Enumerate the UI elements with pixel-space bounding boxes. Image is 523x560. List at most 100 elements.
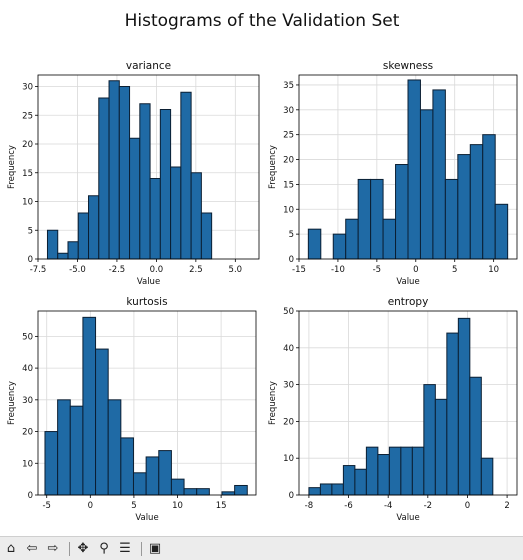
zoom-icon[interactable]: ⚲ [99,541,109,556]
histogram-bar [145,456,160,496]
histogram-bar [88,195,100,260]
histogram-bar [57,399,71,496]
x-tick-label: 5.0 [229,265,243,275]
axes-frame [298,74,518,260]
figure-title: Histograms of the Validation Set [125,11,400,31]
subplot-variance: -7.5 -5.0 -2.5 0.0 2.5 5.0 0 5 10 15 20 25 30 varianc… [7,60,260,287]
y-tick-label: 30 [22,83,33,93]
axes-frame [298,310,518,496]
histogram-bar [159,109,172,260]
x-tick-label: -6 [344,501,352,511]
histogram-bar [170,166,182,260]
x-tick-label: 15 [216,501,227,511]
y-tick-label: 0 [289,255,294,265]
x-tick-label: -5.0 [69,265,86,275]
x-tick-label: 0.0 [150,265,164,275]
histogram-bar [354,468,367,496]
histogram-bar [221,491,236,496]
y-tick-label: 20 [22,428,33,438]
histogram-bar [308,487,321,496]
configure-subplots-icon[interactable]: ☰ [119,541,131,556]
y-tick-label: 15 [283,180,294,190]
histogram-bar [423,384,436,496]
x-tick-label: -15 [292,265,306,275]
toolbar-separator [141,541,142,556]
y-tick-label: 20 [22,140,33,150]
y-axis-label: Frequency [268,145,278,189]
x-tick-label: -4 [384,501,392,511]
histogram-bar [132,472,147,496]
histogram-bar [395,164,409,260]
y-tick-label: 40 [22,364,33,374]
histogram-bar [365,446,379,496]
histogram-bar [129,137,141,260]
y-tick-label: 30 [22,396,33,406]
y-tick-label: 15 [22,169,33,179]
y-tick-label: 20 [283,417,294,427]
histogram-bar [180,91,192,260]
subplot-title: variance [126,60,171,72]
histogram-bar [120,437,134,496]
y-tick-label: 10 [283,454,294,464]
x-tick-label: 5 [131,501,136,511]
histogram-bar [494,203,509,260]
axes-frame [37,310,257,496]
histogram-bar [108,80,120,260]
subplot-skewness: -15 -10 -5 0 5 10 0 5 10 15 20 25 30 35 skewness Value F… [268,60,518,287]
histogram-bar [469,376,482,496]
histogram-bar [170,478,185,496]
y-tick-label: 10 [283,205,294,215]
histogram-bar [57,252,69,260]
x-axis-label: Value [396,513,419,523]
y-tick-label: 30 [283,381,294,391]
subplot-title: skewness [383,60,433,72]
histogram-bar [332,233,347,260]
y-tick-label: 5 [28,226,33,236]
histogram-bar [446,332,459,496]
x-tick-label: 5 [452,265,457,275]
x-tick-label: -7.5 [30,265,47,275]
home-icon[interactable]: ⌂ [6,541,16,556]
histogram-bar [149,178,161,260]
save-icon[interactable]: ▣ [148,541,162,556]
histogram-bar [370,178,384,260]
x-tick-label: 0 [465,501,470,511]
y-axis-label: Frequency [7,145,17,189]
y-tick-label: 0 [289,491,294,501]
back-arrow-icon[interactable]: ⇦ [26,541,38,556]
y-tick-label: 0 [28,255,33,265]
y-axis-label: Frequency [7,381,17,425]
histogram-bar [196,488,210,496]
histogram-bar [118,86,131,260]
histogram-bar [432,89,446,260]
histogram-bar [200,212,213,260]
y-tick-label: 25 [283,131,294,141]
x-axis-label: Value [137,277,160,287]
y-tick-label: 0 [28,491,33,501]
y-tick-label: 10 [22,459,33,469]
histogram-bar [331,483,344,496]
histogram-bar [183,488,198,496]
histogram-bar [98,97,110,260]
y-tick-label: 50 [22,332,33,342]
x-tick-label: -10 [331,265,345,275]
histogram-bar [44,431,59,496]
forward-arrow-icon[interactable]: ⇨ [47,541,59,556]
subplot-entropy: -8 -6 -4 -2 0 201020304050entropyValueFrequen… [268,296,518,523]
histogram-bar [319,483,333,496]
x-tick-label: 10 [488,265,499,275]
histogram-bar [444,178,459,260]
subplot-kurtosis: -5 0 5 10 15 0 10 20 30 40 50 kurtosis Value Frequenc… [7,296,257,523]
histogram-bar [457,317,471,496]
histogram-bar [158,450,172,496]
histogram-bar [434,398,448,496]
histogram-bar [419,109,434,260]
histogram-bar [480,457,494,496]
y-tick-label: 10 [22,198,33,208]
pan-icon[interactable]: ✥ [77,541,89,556]
x-tick-label: 10 [172,501,183,511]
histogram-bar [69,405,84,496]
x-tick-label: 0 [88,501,93,511]
histogram-bar [411,446,425,496]
histogram-bar [342,465,356,496]
